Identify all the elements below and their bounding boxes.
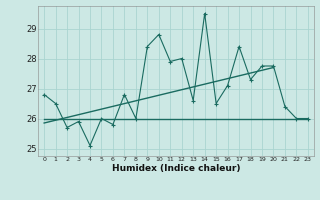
- X-axis label: Humidex (Indice chaleur): Humidex (Indice chaleur): [112, 164, 240, 173]
